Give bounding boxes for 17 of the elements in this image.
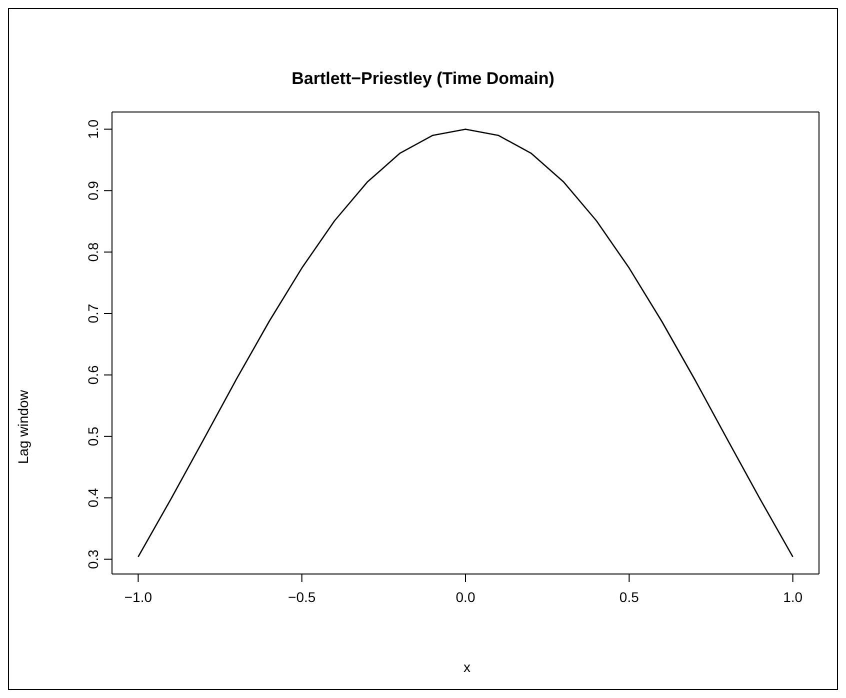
y-tick-label: 0.6 [85,365,101,385]
x-tick-label: −1.0 [124,588,152,605]
y-axis-title: Lag window [15,390,31,464]
y-tick-label: 0.5 [85,426,101,446]
y-tick-label: 0.4 [85,488,101,508]
y-tick-label: 0.9 [85,180,101,200]
y-tick-label: 0.7 [85,304,101,324]
y-tick-label: 0.8 [85,242,101,262]
x-tick-label: 0.5 [619,588,640,605]
y-tick-label: 1.0 [85,119,101,139]
x-axis-title: x [464,659,470,675]
x-tick-label: 0.0 [456,588,476,605]
line-series [138,128,794,558]
x-tick-label: 1.0 [783,588,803,605]
x-tick-label: −0.5 [288,588,316,605]
y-tick-label: 0.3 [85,549,101,569]
chart-title: Bartlett−Priestley (Time Domain) [290,69,556,89]
